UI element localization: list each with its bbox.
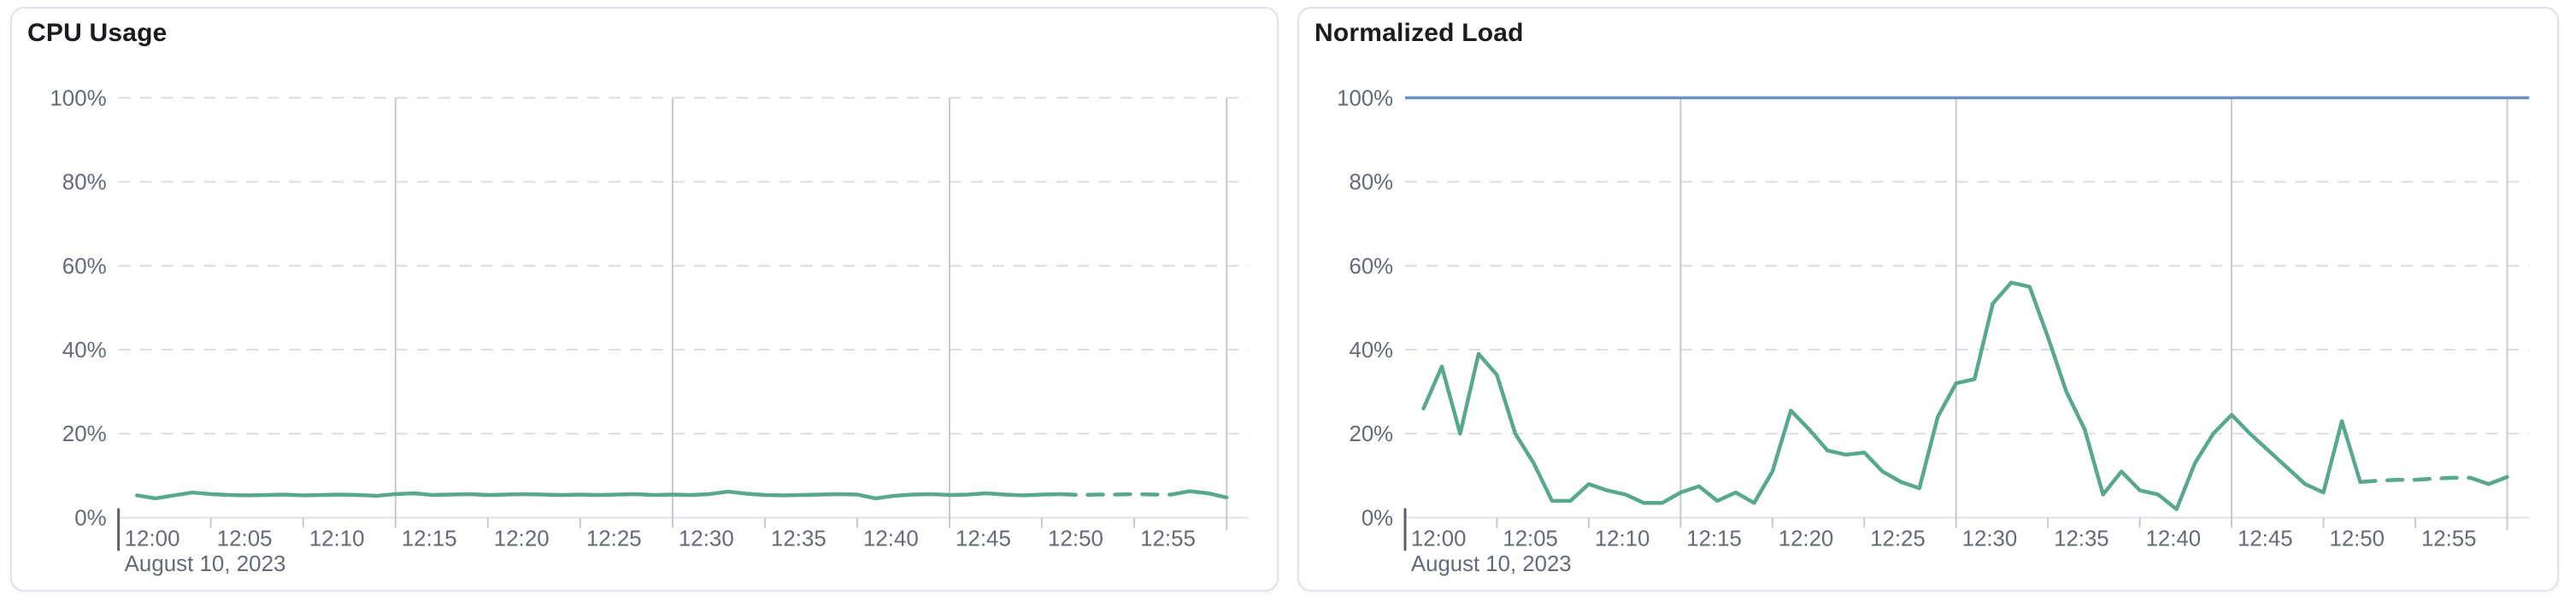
x-tick-label: 12:30 (1962, 527, 2017, 551)
x-tick-label: 12:00 (125, 527, 180, 551)
x-tick-label: 12:35 (2054, 527, 2108, 551)
y-tick-label: 40% (62, 339, 107, 362)
x-tick-label: 12:30 (679, 527, 734, 551)
x-tick-label: 12:15 (1686, 527, 1741, 551)
x-tick-label: 12:35 (771, 527, 826, 551)
x-tick-label: 12:40 (2146, 527, 2201, 551)
x-tick-label: 12:05 (1503, 527, 1557, 551)
x-tick-label: 12:25 (1870, 527, 1925, 551)
y-tick-label: 60% (62, 255, 107, 279)
x-tick-label: 12:15 (402, 527, 457, 551)
x-tick-label: 12:20 (494, 527, 550, 551)
x-tick-label: 12:55 (1140, 527, 1196, 551)
x-tick-label: 12:40 (863, 527, 919, 551)
x-axis-date-label: August 10, 2023 (1411, 552, 1572, 576)
x-tick-label: 12:20 (1779, 527, 1833, 551)
x-tick-label: 12:10 (1595, 527, 1650, 551)
y-tick-label: 60% (1350, 255, 1394, 279)
y-tick-label: 20% (1350, 422, 1394, 446)
y-tick-label: 0% (74, 506, 106, 530)
x-tick-label: 12:55 (2421, 527, 2476, 551)
series-line-tail (2468, 474, 2509, 486)
y-tick-label: 80% (62, 171, 107, 195)
x-tick-label: 12:00 (1411, 527, 1466, 551)
series-line-dashed (1058, 492, 1173, 498)
series-line-solid (1421, 280, 2362, 511)
series-line-dashed (2358, 475, 2473, 484)
normalized-load-chart[interactable]: 0% 20% 40% 60% 80% 100% 12:00 12:05 12:10 12:15 12… (1299, 9, 2557, 590)
cpu-usage-chart[interactable]: 0% 20% 40% 60% 80% 100% 12:00 12:05 12:10 12:15 12… (12, 9, 1277, 590)
y-tick-label: 100% (1337, 86, 1393, 110)
x-tick-label: 12:50 (1048, 527, 1103, 551)
normalized-load-card: Normalized Load 0% 20% 40% 60% 80% 100% 12:00 1… (1297, 7, 2559, 592)
y-tick-label: 0% (1362, 506, 1393, 530)
x-tick-label: 12:25 (586, 527, 642, 551)
x-tick-label: 12:50 (2330, 527, 2385, 551)
y-tick-label: 100% (50, 86, 106, 110)
y-tick-label: 20% (62, 422, 107, 446)
x-tick-label: 12:45 (956, 527, 1011, 551)
y-tick-label: 80% (1350, 171, 1394, 195)
series-line-tail (1169, 489, 1229, 500)
x-tick-label: 12:45 (2238, 527, 2292, 551)
chart-title-cpu-usage: CPU Usage (27, 19, 168, 47)
x-axis-date-label: August 10, 2023 (125, 552, 286, 576)
cpu-usage-card: CPU Usage 0% 20% 40% 60% 80% 100% 12:00 12:05 12… (10, 7, 1279, 592)
chart-title-normalized-load: Normalized Load (1314, 19, 1524, 47)
series-line-solid (135, 489, 1062, 501)
x-tick-label: 12:05 (217, 527, 273, 551)
x-tick-label: 12:10 (309, 527, 365, 551)
y-tick-label: 40% (1350, 339, 1394, 362)
